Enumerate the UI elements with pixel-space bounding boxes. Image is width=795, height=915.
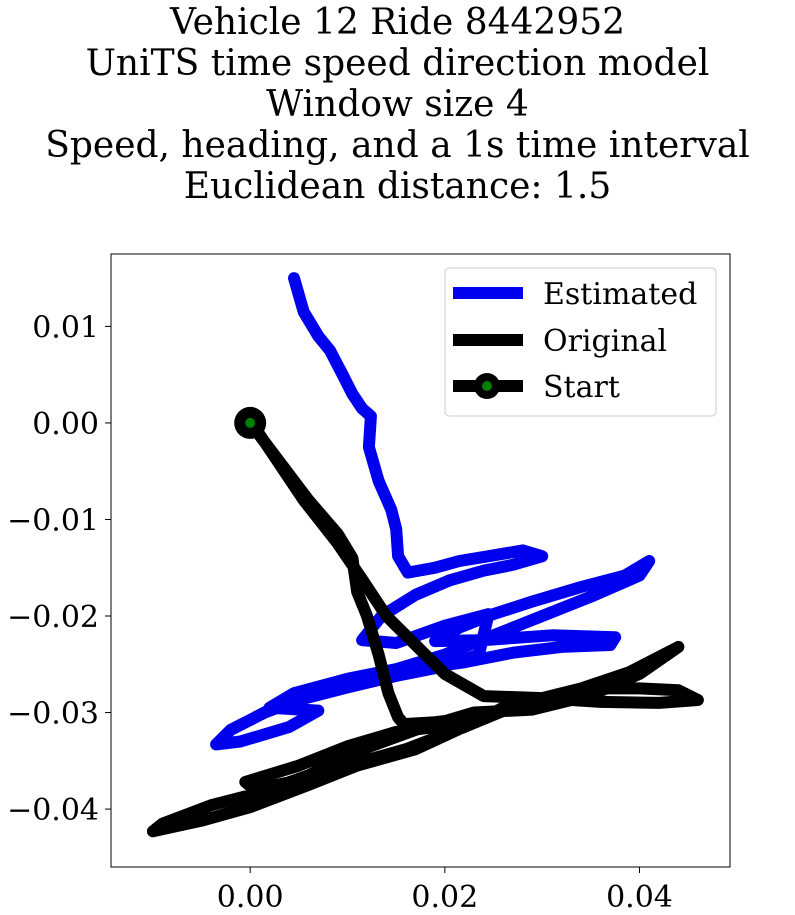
series-line-estimated	[210, 272, 656, 751]
chart-title-line-2: UniTS time speed direction model	[85, 43, 710, 84]
y-tick-label: −0.04	[7, 793, 99, 828]
x-tick-label: 0.04	[606, 880, 673, 915]
legend-start-marker-inner	[482, 381, 492, 391]
x-tick-label: 0.00	[217, 880, 284, 915]
legend: Estimated Original Start	[444, 267, 717, 417]
legend-label-estimated: Estimated	[543, 277, 697, 312]
chart-title-line-4: Speed, heading, and a 1s time interval	[45, 125, 750, 166]
y-tick-label: −0.01	[7, 503, 99, 538]
legend-label-original: Original	[543, 324, 667, 359]
series-layer	[146, 272, 704, 838]
y-tick-label: 0.01	[32, 310, 99, 345]
legend-box	[444, 267, 717, 417]
y-tick-label: 0.00	[32, 407, 99, 442]
y-tick-label: −0.03	[7, 697, 99, 732]
y-tick-label: −0.02	[7, 600, 99, 635]
chart-title: Vehicle 12 Ride 8442952 UniTS time speed…	[0, 2, 795, 207]
start-point	[234, 406, 267, 439]
start-marker-inner	[245, 417, 256, 428]
legend-label-start: Start	[543, 370, 620, 405]
axis-ticks: 0.00 0.02 0.04 0.01 0.00 −0.01 −0.02 −0.03 −0.04	[7, 310, 673, 915]
x-tick-label: 0.02	[411, 880, 478, 915]
series-line-original	[146, 416, 704, 838]
chart-title-line-3: Window size 4	[266, 84, 529, 125]
chart-title-line-5: Euclidean distance: 1.5	[183, 166, 612, 207]
plot-frame	[110, 253, 731, 868]
chart-title-line-1: Vehicle 12 Ride 8442952	[169, 2, 626, 43]
